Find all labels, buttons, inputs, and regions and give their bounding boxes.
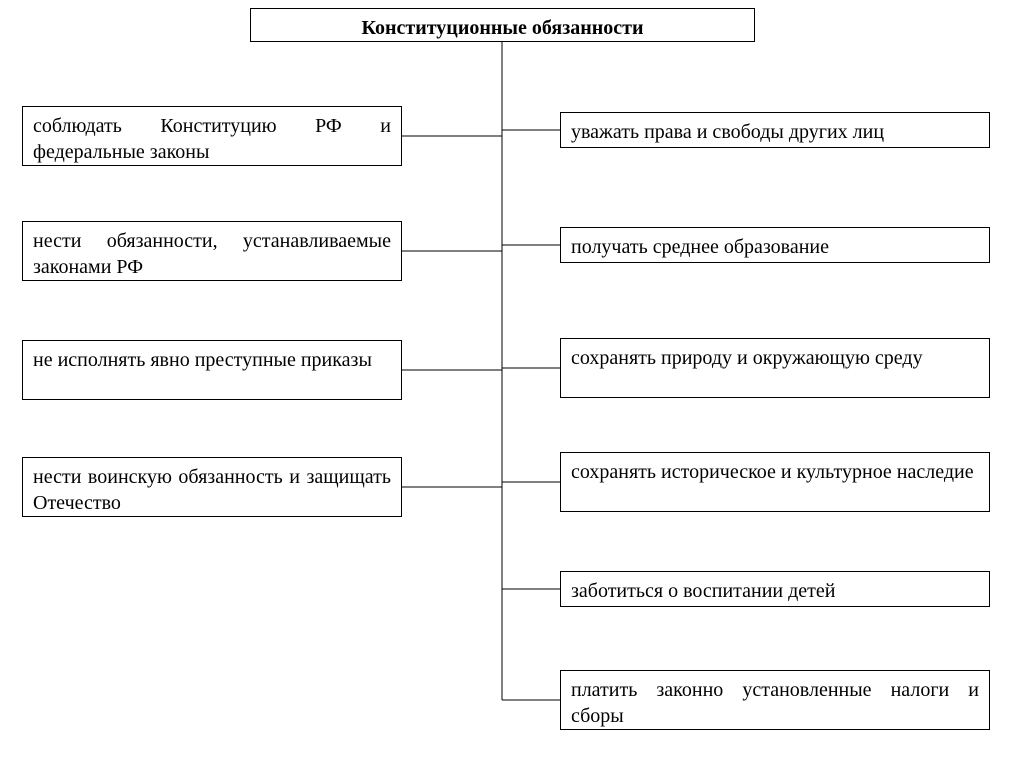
right-node-3: сохранять историческое и культурное насл… <box>560 452 990 512</box>
right-node-2: сохранять природу и окружающую среду <box>560 338 990 398</box>
left-node-3: нести воинскую обязанность и защищать От… <box>22 457 402 517</box>
diagram-canvas: Конституционные обязанности соблюдать Кон… <box>0 0 1024 767</box>
right-node-0: уважать права и свободы других лиц <box>560 112 990 148</box>
left-node-0: соблюдать Конституцию РФ и федеральные з… <box>22 106 402 166</box>
root-node: Конституционные обязанности <box>250 8 755 42</box>
right-node-5: платить законно установленные налоги и с… <box>560 670 990 730</box>
right-node-4: заботиться о воспитании детей <box>560 571 990 607</box>
right-node-1: получать среднее образование <box>560 227 990 263</box>
left-node-2: не исполнять явно преступные приказы <box>22 340 402 400</box>
left-node-1: нести обязанности, устанавлива­емые зако… <box>22 221 402 281</box>
